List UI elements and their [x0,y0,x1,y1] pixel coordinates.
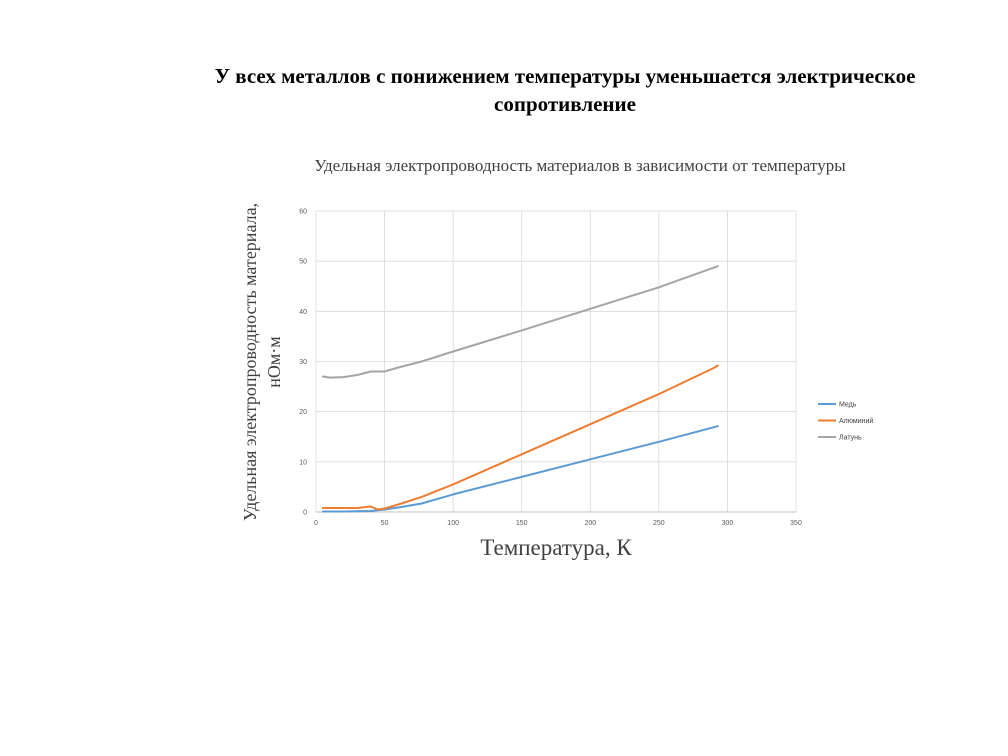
legend: Медь Алюминий Латунь [818,402,873,442]
chart-title: Удельная электропроводность материалов в… [314,156,846,175]
y-tick-label: 30 [299,359,307,366]
x-tick-label: 200 [584,520,596,527]
series-line [321,265,719,379]
series-line [321,364,719,511]
x-axis-label: Температура, К [480,535,632,560]
slide-title: У всех металлов с понижением температуры… [214,64,916,116]
x-tick-label: 150 [516,520,528,527]
y-tick-label: 40 [299,309,307,316]
legend-label: Медь [839,402,857,409]
x-tick-label: 50 [381,520,389,527]
gridlines [315,210,797,513]
x-tick-label: 350 [790,520,802,527]
legend-label: Латунь [839,435,862,442]
y-tick-label: 10 [299,459,307,466]
legend-label: Алюминий [839,417,873,425]
series-line [321,425,719,513]
y-tick-label: 50 [299,259,307,266]
x-tick-label: 100 [447,520,459,527]
y-tick-label: 0 [303,510,307,517]
y-tick-label: 60 [299,209,307,216]
y-tick-label: 20 [299,409,307,416]
x-tick-label: 0 [314,520,318,527]
x-tick-label: 300 [722,520,734,527]
series-lines [321,265,719,513]
x-tick-label: 250 [653,520,665,527]
axes: 0 10 20 30 40 50 60 0 50 100 150 200 250 300 350 [299,209,802,528]
